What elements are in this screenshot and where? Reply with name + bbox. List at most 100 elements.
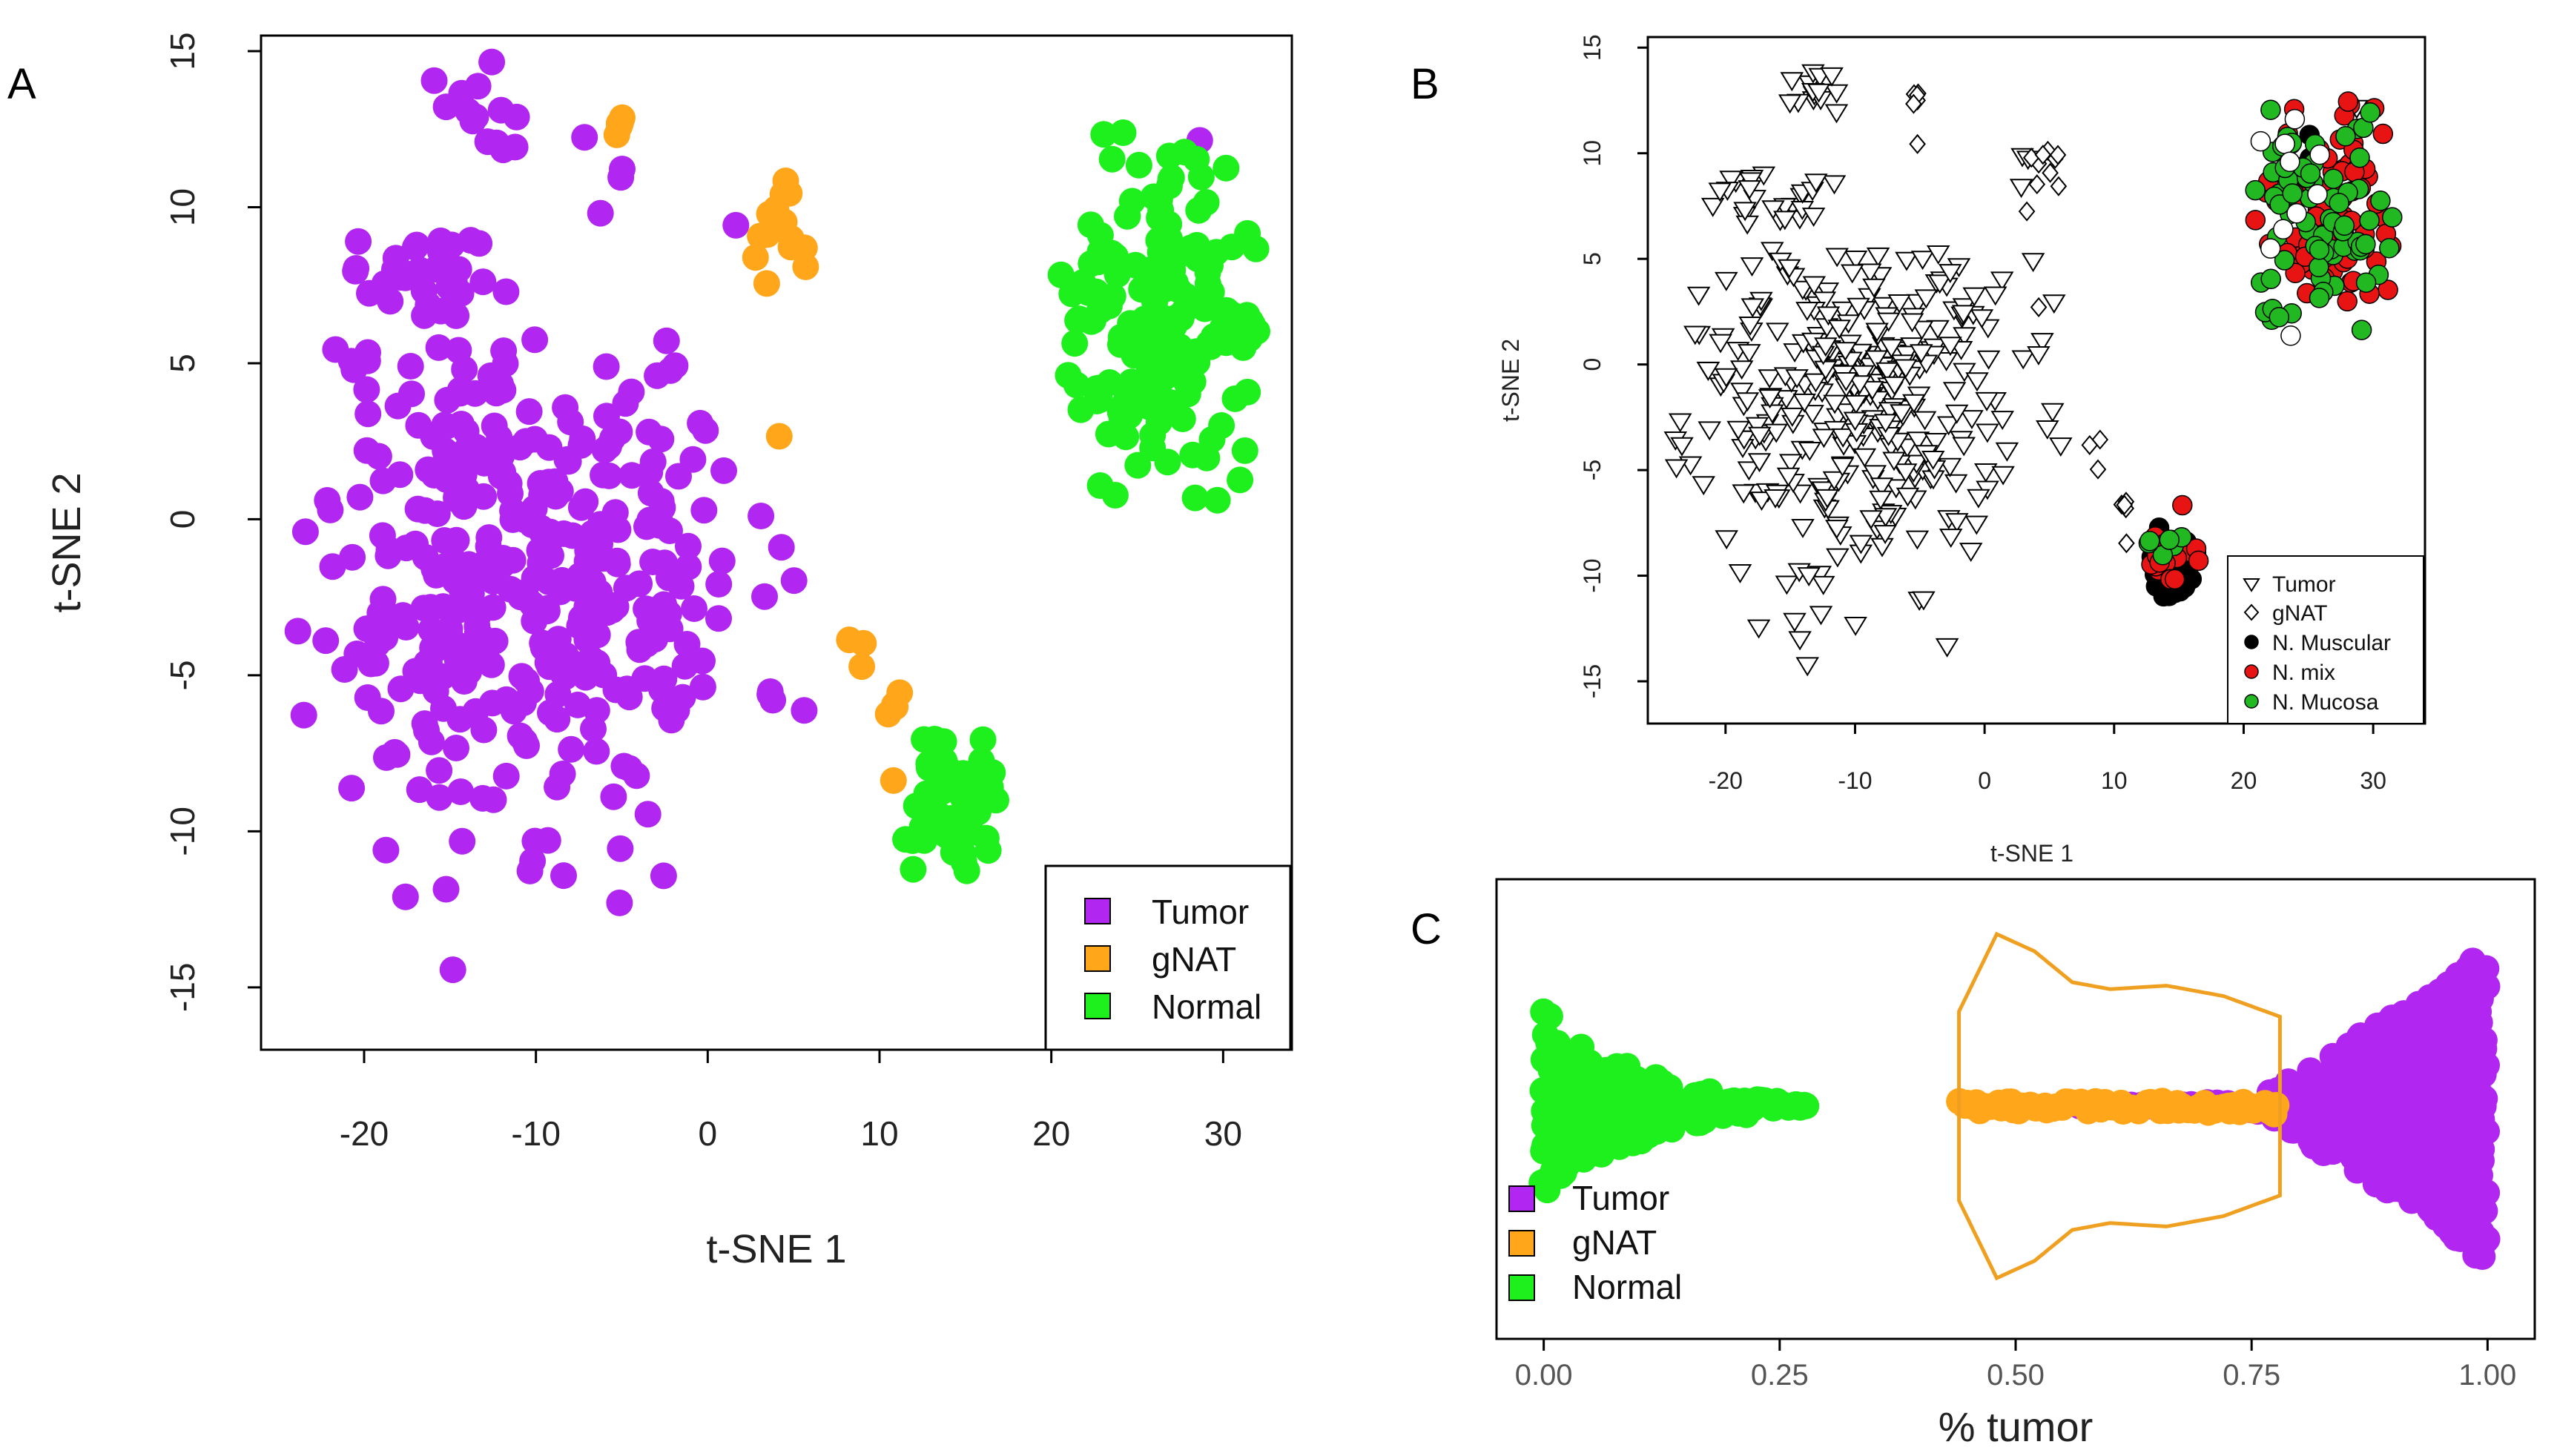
panel-b-point-tumor — [1824, 104, 1849, 124]
panel-c-legend-label-tumor: Tumor — [1572, 1179, 1669, 1217]
panel-b-point-tumor — [1927, 274, 1952, 294]
panel-a-point-normal — [930, 728, 957, 755]
panel-b-point-tumor — [1847, 297, 1870, 317]
panel-a-point-tumor — [768, 534, 795, 561]
panel-a-point-normal — [969, 789, 997, 816]
panel-c-x-tick-label: 1.00 — [2458, 1359, 2516, 1392]
panel-a-point-tumor — [520, 511, 547, 538]
panel-b-point-tumor — [1749, 492, 1774, 512]
panel-a-legend-swatch-normal — [1084, 993, 1111, 1019]
panel-b-y-axis: -15 -10 -5 0 5 10 15 — [1579, 34, 1648, 698]
panel-a-point-tumor — [312, 627, 340, 655]
panel-b-legend-diamond-icon — [2243, 603, 2260, 621]
panel-b-point-tumor — [1758, 369, 1781, 389]
panel-b-point-tumor — [1670, 437, 1694, 457]
panel-b-point-tumor — [1733, 202, 1757, 222]
panel-b-point-n-mucosa — [2370, 191, 2391, 211]
panel-b-point-tumor — [1797, 567, 1821, 587]
panel-a-point-tumor — [689, 673, 716, 701]
panel-a-point-gnat — [848, 653, 876, 681]
panel-b-point-n-mucosa — [2359, 210, 2380, 231]
panel-a-point-normal — [1212, 329, 1240, 357]
panel-b-legend-label-n-mucosa: N. Mucosa — [2272, 690, 2379, 715]
panel-b-point-n-mucosa — [2329, 193, 2349, 214]
panel-c-legend-swatch-tumor — [1508, 1185, 1535, 1212]
panel-b-point-tumor — [1773, 211, 1797, 231]
panel-b-point-tumor — [1775, 575, 1799, 595]
panel-a-point-tumor — [492, 350, 519, 377]
panel-b-point-tumor — [1858, 263, 1882, 283]
panel-b-x-tick-label: 0 — [1978, 767, 1991, 794]
panel-a-point-tumor — [708, 547, 736, 575]
panel-a-point-normal — [1204, 486, 1231, 514]
panel-a-x-axis: -20 -10 0 10 20 30 — [340, 1050, 1242, 1153]
panel-a-point-tumor — [550, 520, 578, 547]
panel-a-point-normal — [1231, 437, 1258, 464]
panel-b-y-tick-label: -5 — [1579, 460, 1606, 480]
panel-b-legend-label-n-muscular: N. Muscular — [2272, 631, 2391, 655]
panel-b-point-tumor — [1783, 612, 1807, 632]
panel-a-point-normal — [1063, 371, 1090, 399]
panel-c-x-axis-title: % tumor — [1939, 1403, 2094, 1450]
panel-a-point-tumor — [284, 618, 311, 645]
panel-a-point-gnat — [880, 767, 907, 794]
panel-b-x-axis-title: t-SNE 1 — [1990, 840, 2073, 867]
panel-b-point-tumor — [1902, 394, 1926, 414]
panel-a-point-tumor — [381, 738, 409, 766]
panel-b-point-tumor — [1910, 320, 1934, 340]
panel-b-point-tumor — [1781, 407, 1804, 427]
panel-b-x-tick-label: 30 — [2360, 767, 2386, 794]
panel-b-y-axis-title: t-SNE 2 — [1497, 339, 1524, 422]
panel-b-point-tumor — [2049, 437, 2073, 457]
panel-b-point-tumor — [1974, 463, 1998, 483]
panel-a-point-gnat — [765, 423, 793, 450]
panel-a-point-tumor — [616, 755, 643, 782]
panel-a-point-tumor — [478, 48, 506, 76]
panel-b-point-tumor — [1738, 317, 1762, 336]
panel-a-point-tumor — [462, 103, 489, 130]
panel-b-x-tick-label: 20 — [2231, 767, 2257, 794]
panel-b-point-tumor — [1870, 537, 1894, 557]
panel-a-point-tumor — [319, 553, 346, 580]
panel-a-legend-label-gnat: gNAT — [1152, 940, 1236, 979]
panel-a-point-normal — [979, 759, 1006, 787]
panel-b-point-n-mix — [2172, 494, 2193, 516]
panel-a-point-tumor — [426, 757, 453, 784]
panel-b-point-gnat — [2049, 145, 2067, 165]
panel-a-point-tumor — [440, 546, 467, 574]
panel-a-point-tumor — [517, 678, 544, 705]
panel-a-x-tick-label: 10 — [860, 1114, 898, 1153]
panel-b-point-tumor — [1785, 369, 1809, 389]
panel-a-point-normal — [1185, 196, 1212, 224]
panel-c-point-tumor — [2469, 1093, 2497, 1120]
panel-a-point-tumor — [415, 291, 442, 319]
panel-b-point-n-mucosa — [2260, 268, 2281, 290]
panel-a-legend-label-tumor: Tumor — [1152, 893, 1249, 931]
panel-b-point-tumor — [1807, 83, 1831, 103]
panel-a-point-tumor — [415, 456, 442, 483]
panel-b-point-n-mucosa — [2260, 99, 2281, 120]
panel-a-x-tick-label: 30 — [1204, 1114, 1242, 1153]
panel-b-point-n-mucosa — [2300, 163, 2321, 184]
panel-b-point-n-mucosa — [2309, 257, 2329, 278]
panel-b-point-tumor — [1866, 247, 1890, 267]
panel-b-point-tumor — [1730, 383, 1754, 403]
panel-a-point-tumor — [557, 408, 584, 436]
panel-c-point-normal — [1792, 1092, 1820, 1119]
panel-a-point-tumor — [571, 124, 598, 151]
panel-b-y-tick-label: 10 — [1579, 140, 1606, 167]
panel-b-x-tick-label: -20 — [1709, 767, 1743, 794]
panel-b-point-tumor — [1913, 411, 1937, 431]
panel-a-point-tumor — [449, 827, 476, 855]
panel-b-point-gnat — [2034, 145, 2052, 165]
panel-a-point-tumor — [600, 592, 627, 619]
panel-b-point-n-mucosa — [2379, 237, 2400, 259]
panel-a-y-tick-label: 0 — [163, 510, 202, 529]
panel-a-point-tumor — [497, 575, 524, 603]
panel-b-point-tumor — [1912, 591, 1936, 611]
panel-b-point-tumor — [2030, 333, 2054, 353]
panel-a-point-tumor — [357, 650, 385, 678]
panel-b-point-n-mix — [2372, 123, 2394, 145]
panel-a-point-normal — [1086, 238, 1114, 265]
panel-a-point-tumor — [443, 302, 470, 329]
